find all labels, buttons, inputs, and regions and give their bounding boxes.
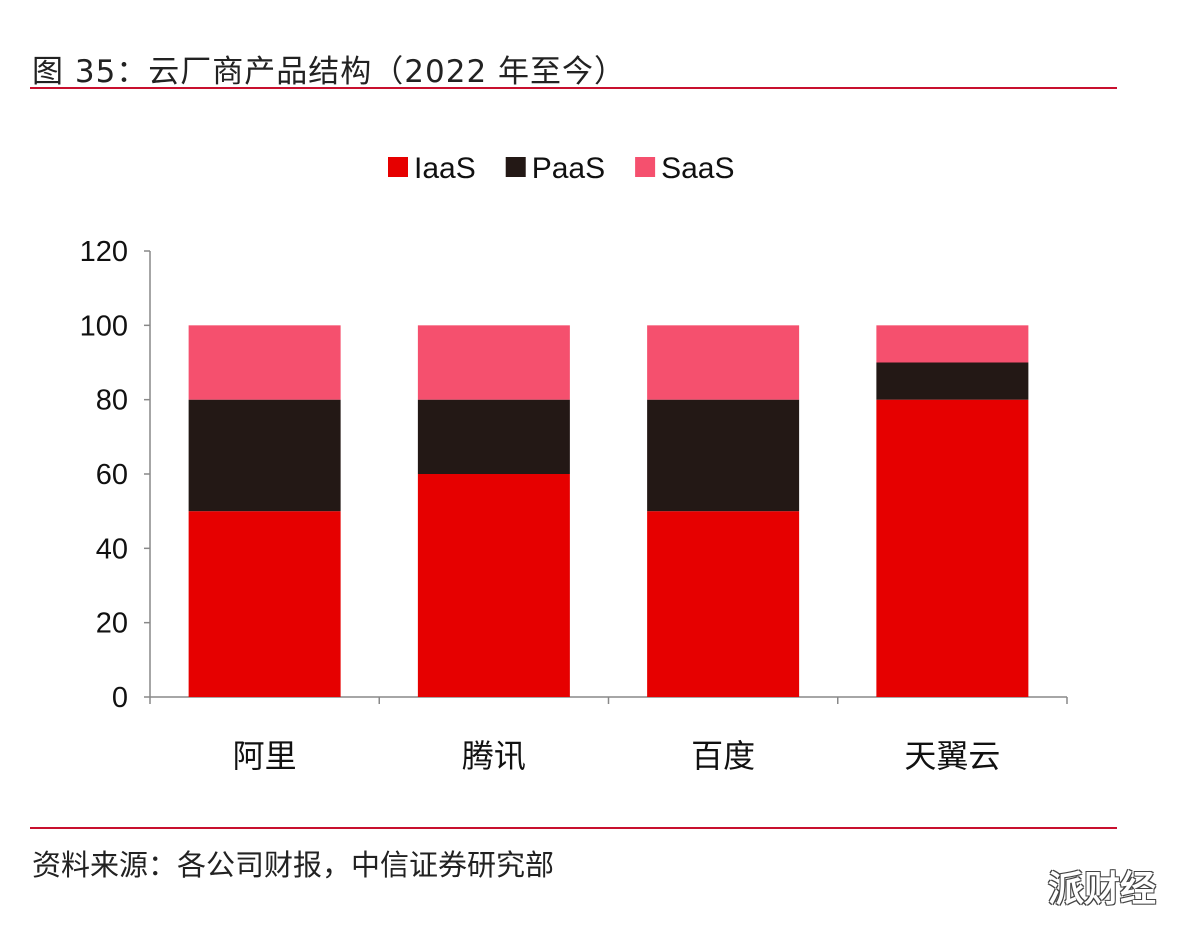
- y-tick-label: 60: [96, 459, 128, 491]
- title-rule: [30, 87, 1117, 89]
- bar-paas: [876, 362, 1029, 400]
- bar-saas: [876, 325, 1029, 363]
- x-tick-label: 阿里: [233, 738, 297, 774]
- bar-saas: [417, 325, 570, 400]
- legend-label-saas: SaaS: [661, 152, 734, 185]
- bar-iaas: [876, 399, 1029, 697]
- y-tick-label: 0: [112, 682, 128, 714]
- y-tick-label: 20: [96, 608, 128, 640]
- bar-iaas: [417, 474, 570, 697]
- bar-iaas: [188, 511, 341, 697]
- legend-swatch-saas: [635, 157, 656, 177]
- legend-label-iaas: IaaS: [414, 152, 476, 185]
- bar-saas: [647, 325, 800, 400]
- bar-iaas: [647, 511, 800, 697]
- bar-paas: [417, 399, 570, 474]
- y-tick-label: 80: [96, 385, 128, 417]
- x-tick-label: 腾讯: [462, 738, 526, 774]
- bar-saas: [188, 325, 341, 400]
- bar-paas: [647, 399, 800, 512]
- x-tick-label: 百度: [691, 738, 755, 774]
- figure-title: 图 35：云厂商产品结构（2022 年至今）: [32, 54, 627, 90]
- y-tick-label: 100: [80, 310, 128, 342]
- source-note: 资料来源：各公司财报，中信证券研究部: [32, 848, 555, 882]
- legend-swatch-paas: [505, 157, 526, 177]
- y-tick-label: 40: [96, 533, 128, 565]
- legend-label-paas: PaaS: [532, 152, 605, 185]
- legend-swatch-iaas: [388, 157, 408, 177]
- y-tick-label: 120: [80, 236, 128, 268]
- footer-rule: [30, 827, 1117, 829]
- bar-paas: [188, 399, 341, 512]
- x-tick-label: 天翼云: [904, 738, 1000, 774]
- watermark: 派财经: [1048, 869, 1157, 910]
